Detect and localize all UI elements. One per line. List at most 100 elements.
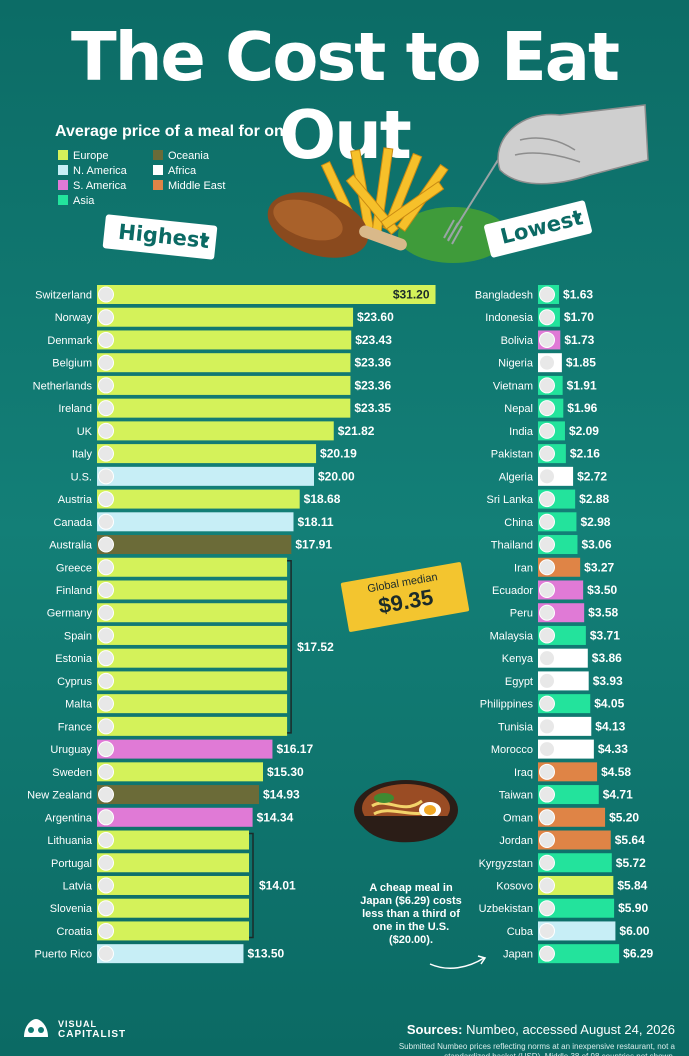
bar-jordan (538, 830, 611, 850)
bar-japan (538, 944, 620, 964)
flag-icon-italy (98, 445, 114, 462)
country-label-australia: Australia (49, 540, 93, 552)
legend-label: S. America (73, 180, 127, 192)
flag-icon-kenya (539, 650, 555, 667)
flag-icon-oman (539, 809, 555, 826)
flag-icon-canada (98, 513, 114, 530)
flag-icon-bangladesh (539, 286, 555, 303)
logo-text-visual: VISUAL (58, 1019, 98, 1029)
value-label-morocco: $4.33 (598, 742, 628, 756)
country-label-india: India (509, 426, 534, 438)
flag-icon-denmark (98, 331, 114, 348)
flag-icon-finland (98, 581, 114, 598)
bar-kosovo (538, 875, 614, 895)
value-label-uruguay: $16.17 (276, 742, 313, 756)
flag-icon-egypt (539, 672, 555, 689)
bar-sweden (97, 762, 264, 782)
country-label-italy: Italy (72, 449, 93, 461)
country-label-bangladesh: Bangladesh (475, 290, 533, 302)
flag-icon-malta (98, 695, 114, 712)
logo-text-capitalist: CAPITALIST (58, 1029, 127, 1040)
flag-icon-slovenia (98, 900, 114, 917)
legend-label: Asia (73, 195, 95, 207)
bar-spain (97, 625, 288, 645)
flag-icon-australia (98, 536, 114, 553)
flag-icon-taiwan (539, 786, 555, 803)
flag-icon-sri-lanka (539, 491, 555, 508)
country-label-japan: Japan (503, 949, 533, 961)
value-label-bangladesh: $1.63 (563, 288, 593, 302)
flag-icon-pakistan (539, 445, 555, 462)
country-label-ireland: Ireland (58, 403, 92, 415)
legend-label: Africa (168, 165, 197, 177)
value-label-nigeria: $1.85 (566, 356, 596, 370)
value-label-norway: $23.60 (357, 310, 394, 324)
country-label-peru: Peru (510, 608, 533, 620)
legend-swatch (58, 165, 68, 175)
country-label-iraq: Iraq (514, 767, 533, 779)
note-arrow (429, 955, 487, 970)
bar-ireland (97, 398, 351, 418)
country-label-france: France (58, 721, 92, 733)
chart-subtitle: Average price of a meal for one (55, 123, 293, 140)
bar-new-zealand (97, 785, 259, 805)
value-label-philippines: $4.05 (594, 697, 624, 711)
legend-swatch (153, 165, 163, 175)
bar-denmark (97, 330, 352, 350)
value-label-kosovo: $5.84 (617, 878, 647, 892)
country-label-jordan: Jordan (499, 835, 533, 847)
flag-icon-uzbekistan (539, 900, 555, 917)
bar-belgium (97, 353, 351, 373)
bar-canada (97, 512, 294, 532)
value-label-canada: $18.11 (297, 515, 333, 529)
flag-icon-switzerland (98, 286, 114, 303)
value-label-argentina: $14.34 (257, 810, 294, 824)
legend-item-europe: Europe (58, 150, 108, 162)
value-label-kenya: $3.86 (592, 651, 622, 665)
country-label-lithuania: Lithuania (47, 835, 93, 847)
group-bracket-17-52 (287, 560, 292, 734)
country-label-uzbekistan: Uzbekistan (479, 903, 533, 915)
value-label-sweden: $15.30 (267, 765, 304, 779)
value-label-austria: $18.68 (304, 492, 341, 506)
country-label-taiwan: Taiwan (499, 790, 533, 802)
flag-icon-malaysia (539, 627, 555, 644)
country-label-cyprus: Cyprus (57, 676, 92, 688)
flag-icon-spain (98, 627, 114, 644)
value-label-ecuador: $3.50 (587, 583, 617, 597)
group-value-label-14-01: $14.01 (259, 878, 296, 892)
value-label-u-s: $20.00 (318, 469, 355, 483)
value-label-netherlands: $23.36 (354, 378, 391, 392)
country-label-u-s: U.S. (71, 471, 92, 483)
country-label-malta: Malta (65, 699, 93, 711)
country-label-austria: Austria (58, 494, 93, 506)
bar-slovenia (97, 898, 250, 918)
value-label-oman: $5.20 (609, 810, 639, 824)
flag-icon-norway (98, 309, 114, 326)
flag-icon-latvia (98, 877, 114, 894)
country-label-indonesia: Indonesia (485, 312, 534, 324)
bar-australia (97, 535, 292, 555)
flag-icon-jordan (539, 832, 555, 849)
flag-icon-japan (539, 945, 555, 962)
value-label-jordan: $5.64 (615, 833, 645, 847)
flag-icon-cyprus (98, 672, 114, 689)
legend-label: Oceania (168, 150, 209, 162)
value-label-pakistan: $2.16 (570, 447, 600, 461)
country-label-cuba: Cuba (507, 926, 534, 938)
bar-oman (538, 807, 606, 827)
country-label-uk: UK (77, 426, 93, 438)
legend-item-middle-east: Middle East (153, 180, 225, 192)
bar-cyprus (97, 671, 288, 691)
flag-icon-tunisia (539, 718, 555, 735)
bar-argentina (97, 807, 253, 827)
value-label-indonesia: $1.70 (564, 310, 594, 324)
bar-croatia (97, 921, 250, 941)
flag-icon-u-s (98, 468, 114, 485)
country-label-kenya: Kenya (502, 653, 534, 665)
value-label-algeria: $2.72 (577, 469, 607, 483)
country-label-greece: Greece (56, 562, 92, 574)
country-label-oman: Oman (503, 812, 533, 824)
value-label-iran: $3.27 (584, 560, 614, 574)
value-label-japan: $6.29 (623, 947, 653, 961)
